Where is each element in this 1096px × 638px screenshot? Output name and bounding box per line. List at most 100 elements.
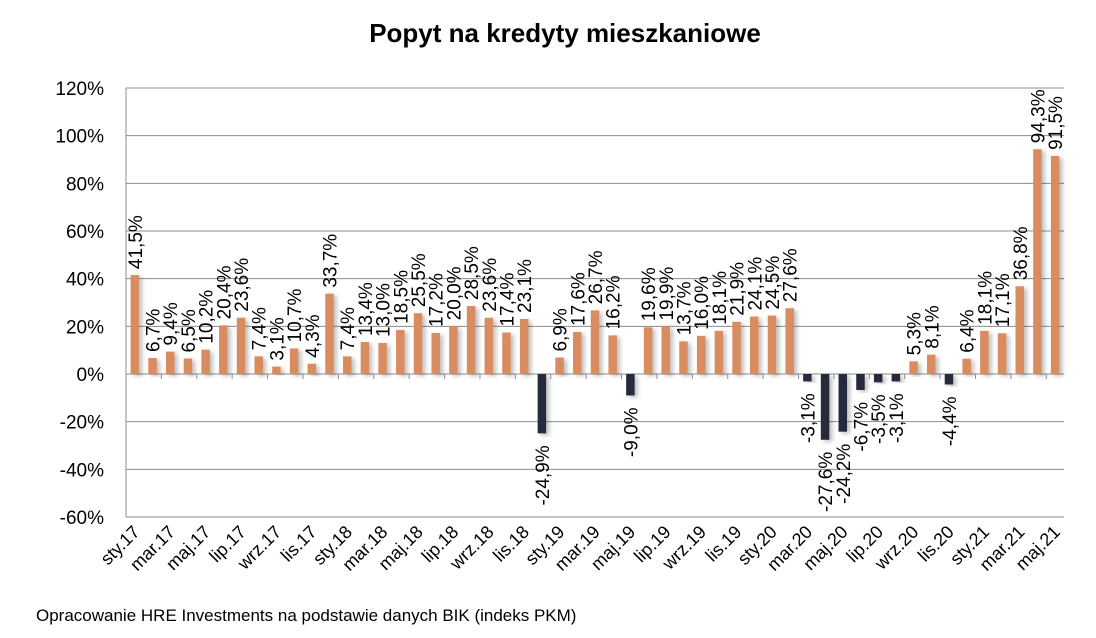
data-label: 17,1% [993, 273, 1014, 327]
data-label: 25,5% [409, 253, 430, 307]
bar [856, 374, 865, 390]
data-label: 13,0% [374, 283, 395, 337]
data-label: 4,3% [303, 314, 324, 357]
data-label: -9,0% [621, 407, 642, 457]
data-label: 27,6% [781, 248, 802, 302]
bar [236, 317, 246, 374]
y-tick-label: -40% [60, 460, 104, 481]
data-label: 26,7% [586, 250, 607, 304]
chart-title: Popyt na kredyty mieszkaniowe [369, 18, 761, 48]
bar [750, 316, 759, 374]
y-tick-label: 20% [66, 317, 104, 338]
data-label: 18,1% [710, 271, 731, 325]
data-label: 20,0% [444, 266, 465, 320]
data-label: 24,1% [745, 257, 766, 311]
bar [785, 308, 794, 374]
bar [519, 318, 529, 374]
data-label: 18,1% [975, 271, 996, 325]
y-tick-label: -20% [60, 413, 104, 434]
y-tick-label: 80% [66, 174, 104, 195]
bar [714, 330, 724, 374]
data-label: -3,1% [887, 393, 908, 443]
bar [590, 310, 600, 374]
bar [679, 341, 688, 374]
data-label: 17,2% [427, 273, 448, 327]
source-note: Opracowanie HRE Investments na podstawie… [36, 606, 577, 625]
data-label: 94,3% [1028, 89, 1049, 143]
bar [891, 374, 901, 382]
bar [537, 374, 547, 434]
data-label: -3,5% [869, 394, 890, 444]
data-label: 6,5% [179, 309, 200, 352]
data-label: 9,4% [161, 302, 182, 345]
y-tick-label: 120% [55, 79, 104, 100]
bar [820, 374, 830, 440]
data-label: 6,9% [551, 308, 572, 351]
bar [962, 358, 971, 374]
bar [573, 332, 582, 374]
bar [608, 335, 617, 374]
bar [502, 332, 511, 374]
bar [944, 374, 954, 385]
bar [272, 366, 281, 374]
bar [254, 356, 263, 374]
data-label: -6,7% [851, 402, 872, 452]
data-label: 13,4% [356, 282, 377, 336]
bar [732, 321, 741, 374]
data-label: 41,5% [126, 215, 147, 269]
data-label: 6,7% [144, 309, 165, 352]
data-label: 17,6% [568, 272, 589, 326]
bar [342, 356, 352, 374]
data-label: 24,5% [763, 256, 784, 310]
bar [466, 306, 476, 374]
bar [413, 313, 423, 374]
bar [360, 342, 370, 374]
bar [219, 325, 228, 374]
data-label: 20,4% [214, 265, 235, 319]
data-label: 36,8% [1011, 226, 1032, 280]
data-label: 18,5% [391, 270, 412, 324]
bar [165, 351, 175, 374]
bar [325, 293, 334, 374]
data-label: 91,5% [1046, 96, 1067, 150]
bar [803, 374, 812, 382]
data-label: 3,1% [267, 317, 288, 360]
data-label: 17,4% [498, 273, 519, 327]
bar [1033, 149, 1042, 374]
bar [378, 343, 387, 374]
y-tick-label: 0% [77, 365, 105, 386]
bar [431, 333, 440, 374]
bar [130, 275, 140, 374]
bar [997, 333, 1007, 374]
data-label: 10,2% [197, 290, 218, 344]
bar [289, 348, 299, 374]
data-label: 23,1% [515, 259, 536, 313]
bar [1050, 155, 1060, 374]
y-tick-label: -60% [60, 508, 104, 529]
data-label: 7,4% [338, 307, 359, 350]
bar [838, 374, 848, 432]
data-label: 19,9% [657, 267, 678, 321]
data-label: 23,6% [232, 258, 253, 312]
y-tick-label: 40% [66, 270, 104, 291]
data-label: 23,6% [480, 258, 501, 312]
bar [148, 358, 157, 374]
bar [201, 349, 210, 374]
y-tick-label: 100% [55, 127, 104, 148]
bar [980, 330, 989, 374]
bar [927, 354, 936, 374]
bar [909, 361, 918, 374]
bar [1015, 286, 1025, 374]
bar [696, 335, 706, 374]
y-tick-label: 60% [66, 222, 104, 243]
data-label: 6,4% [958, 309, 979, 352]
bar [449, 326, 458, 374]
data-label: -24,2% [834, 444, 855, 504]
data-label: 28,5% [462, 246, 483, 300]
data-label: 16,0% [692, 276, 713, 330]
data-label: 33,7% [321, 234, 342, 288]
bar [555, 357, 564, 374]
bar [626, 374, 635, 396]
bar [767, 315, 777, 374]
